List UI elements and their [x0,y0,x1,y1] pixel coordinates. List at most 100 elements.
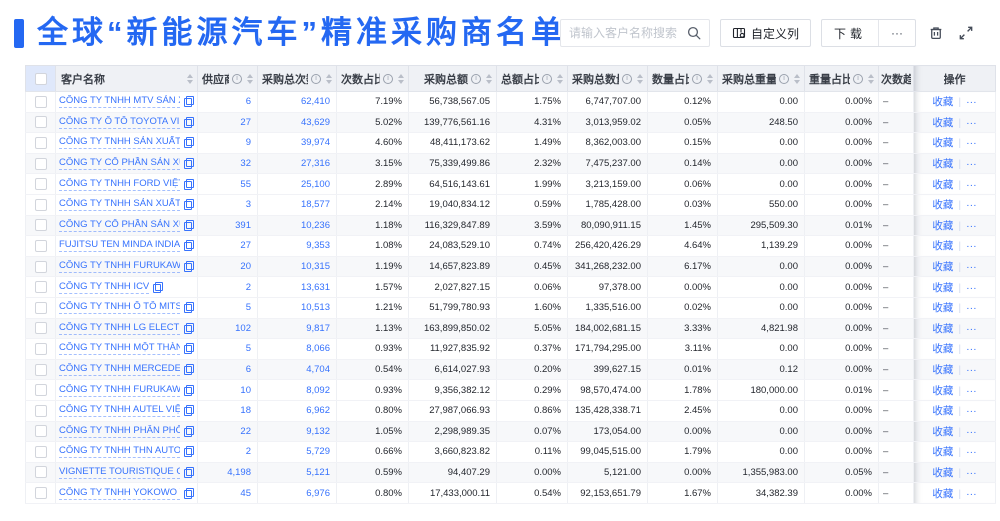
row-checkbox[interactable] [34,301,47,314]
row-more-button[interactable]: ··· [966,158,977,171]
row-more-button[interactable]: ··· [966,322,977,335]
customer-name-link[interactable]: CÔNG TY TNHH MTV SẢN XUẤ... [59,95,180,109]
row-more-button[interactable]: ··· [966,364,977,377]
customer-name-link[interactable]: CÔNG TY TNHH FURUKAWA A... [59,383,180,397]
copy-icon[interactable] [184,466,194,478]
purchase-count-cell[interactable]: 8,066 [257,338,337,360]
supplier-cell[interactable]: 32 [197,153,258,175]
customer-name-link[interactable]: CÔNG TY TNHH SẢN XUẤT VÀ ... [59,136,180,150]
customer-name-link[interactable]: CÔNG TY TNHH YOKOWO VIỆT... [59,487,180,500]
favorite-button[interactable]: 收藏 [932,343,954,356]
copy-icon[interactable] [184,343,194,355]
supplier-cell[interactable]: 5 [197,338,258,360]
favorite-button[interactable]: 收藏 [932,199,954,212]
customer-name-link[interactable]: CÔNG TY TNHH PHÂN PHỐI T... [59,425,180,438]
favorite-button[interactable]: 收藏 [932,219,954,232]
column-header-supplier[interactable]: 供应商i [197,65,258,92]
row-checkbox[interactable] [34,178,47,191]
supplier-cell[interactable]: 391 [197,215,258,237]
column-header-name[interactable]: 客户名称 [55,65,198,92]
copy-icon[interactable] [184,302,194,314]
copy-icon[interactable] [184,240,194,252]
copy-icon[interactable] [184,446,194,458]
supplier-cell[interactable]: 10 [197,379,258,401]
customer-name-link[interactable]: CÔNG TY TNHH AUTEL VIỆT N... [59,404,180,418]
purchase-count-cell[interactable]: 62,410 [257,91,337,113]
customer-name-link[interactable]: VIGNETTE TOURISTIQUE G UNI... [59,466,180,479]
purchase-count-cell[interactable]: 6,976 [257,482,337,504]
purchase-count-cell[interactable]: 18,577 [257,194,337,216]
favorite-button[interactable]: 收藏 [932,302,954,315]
copy-icon[interactable] [184,322,194,334]
favorite-button[interactable]: 收藏 [932,281,954,294]
favorite-button[interactable]: 收藏 [932,364,954,377]
purchase-count-cell[interactable]: 25,100 [257,173,337,195]
info-icon[interactable]: i [311,73,321,84]
sort-icon[interactable] [794,73,800,84]
supplier-cell[interactable]: 6 [197,91,258,113]
info-icon[interactable]: i [232,73,242,84]
favorite-button[interactable]: 收藏 [932,240,954,253]
row-more-button[interactable]: ··· [966,487,977,500]
row-more-button[interactable]: ··· [966,466,977,479]
sort-icon[interactable] [326,73,332,84]
customer-name-link[interactable]: CÔNG TY TNHH MỘT THÀNH V... [59,342,180,356]
favorite-button[interactable]: 收藏 [932,96,954,109]
favorite-button[interactable]: 收藏 [932,446,954,459]
supplier-cell[interactable]: 5 [197,297,258,319]
supplier-cell[interactable]: 6 [197,359,258,381]
row-checkbox[interactable] [34,95,47,108]
supplier-cell[interactable]: 9 [197,132,258,154]
sort-icon[interactable] [707,73,713,84]
supplier-cell[interactable]: 55 [197,173,258,195]
supplier-cell[interactable]: 102 [197,318,258,340]
purchase-count-cell[interactable]: 4,704 [257,359,337,381]
select-all-checkbox[interactable] [34,72,47,85]
favorite-button[interactable]: 收藏 [932,116,954,129]
row-checkbox[interactable] [34,487,47,500]
sort-icon[interactable] [637,73,643,84]
copy-icon[interactable] [184,178,194,190]
purchase-count-cell[interactable]: 8,092 [257,379,337,401]
purchase-count-cell[interactable]: 43,629 [257,112,337,134]
row-checkbox[interactable] [34,384,47,397]
download-more-button[interactable]: ··· [878,20,915,46]
favorite-button[interactable]: 收藏 [932,261,954,274]
row-checkbox[interactable] [34,445,47,458]
purchase-count-cell[interactable]: 5,121 [257,462,337,484]
row-more-button[interactable]: ··· [966,261,977,274]
purchase-count-cell[interactable]: 5,729 [257,441,337,463]
favorite-button[interactable]: 收藏 [932,466,954,479]
sort-icon[interactable] [247,73,253,84]
row-checkbox[interactable] [34,116,47,129]
expand-button[interactable] [956,23,976,43]
copy-icon[interactable] [184,425,194,437]
column-header-purchase_qty[interactable]: 采购总数量i [567,65,648,92]
row-checkbox[interactable] [34,466,47,479]
search-icon[interactable] [685,26,709,40]
row-more-button[interactable]: ··· [966,240,977,253]
download-button[interactable]: 下载 [822,20,878,46]
column-header-qty_pct[interactable]: 数量占比i [647,65,718,92]
search-box[interactable] [559,19,710,47]
trash-button[interactable] [926,23,946,43]
favorite-button[interactable]: 收藏 [932,405,954,418]
column-header-purchase_amount[interactable]: 采购总额 i [408,65,497,92]
copy-icon[interactable] [184,116,194,128]
supplier-cell[interactable]: 3 [197,194,258,216]
supplier-cell[interactable]: 2 [197,441,258,463]
row-more-button[interactable]: ··· [966,178,977,191]
supplier-cell[interactable]: 2 [197,276,258,298]
customer-name-link[interactable]: CÔNG TY Ô TÔ TOYOTA VIỆT ... [59,115,180,129]
info-icon[interactable]: i [622,73,632,84]
customer-name-link[interactable]: FUJITSU TEN MINDA INDIA PVT... [59,239,180,253]
copy-icon[interactable] [184,405,194,417]
sort-icon[interactable] [868,73,874,84]
supplier-cell[interactable]: 20 [197,256,258,278]
customer-name-link[interactable]: CÔNG TY CỔ PHẦN SẢN XUẤT... [59,157,180,171]
row-more-button[interactable]: ··· [966,116,977,129]
copy-icon[interactable] [184,261,194,273]
info-icon[interactable]: i [383,73,393,84]
copy-icon[interactable] [153,281,164,293]
purchase-count-cell[interactable]: 9,132 [257,421,337,443]
